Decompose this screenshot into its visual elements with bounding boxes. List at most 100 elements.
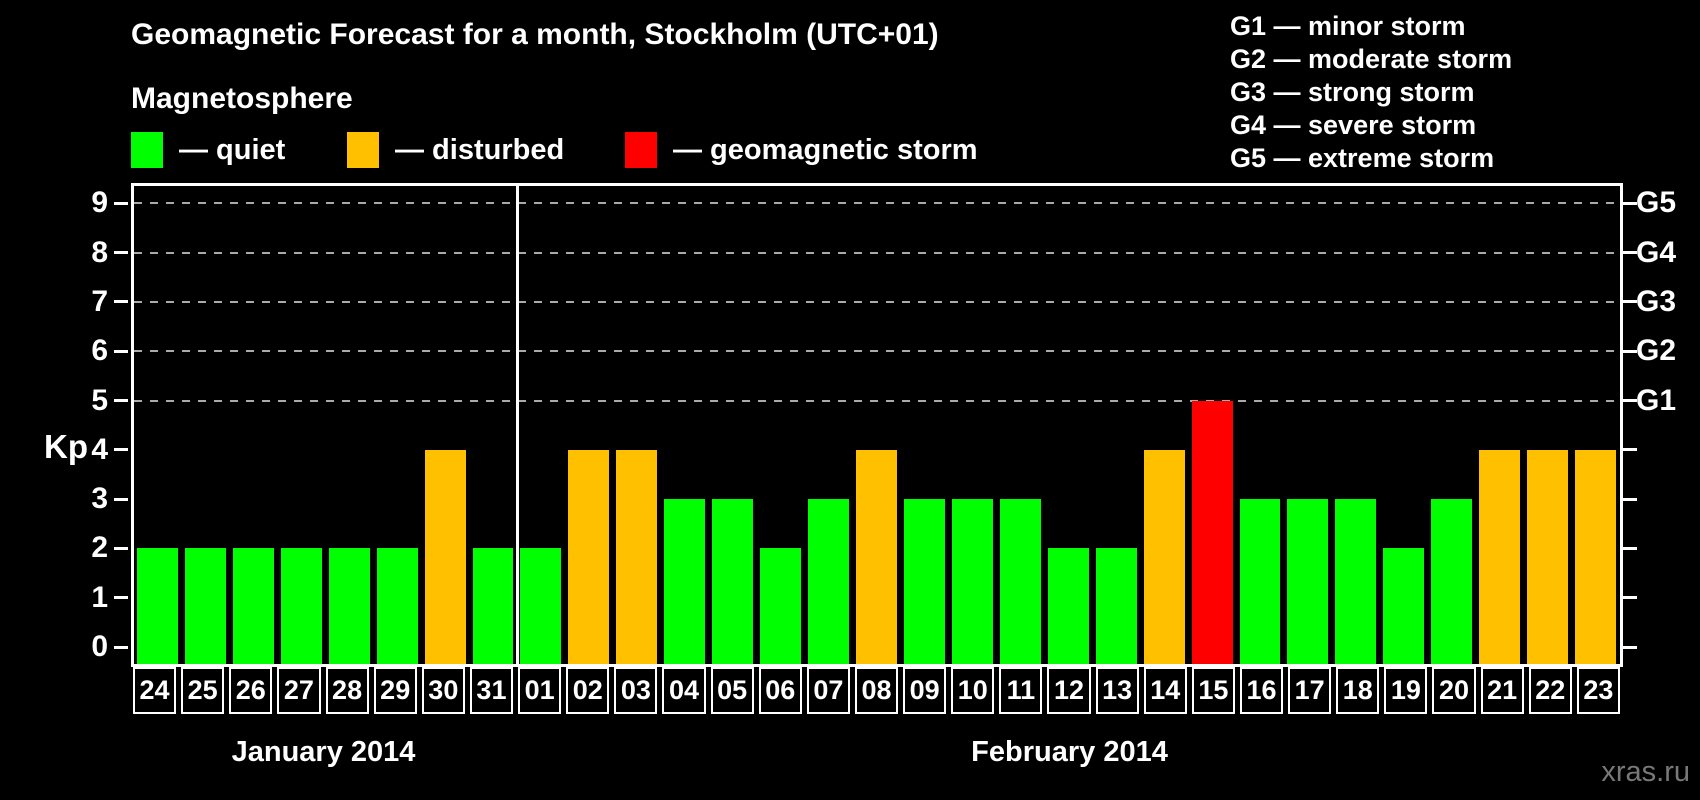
kp-bar-feb-06 [760,548,802,664]
y-tick-label-3: 3 [91,482,108,516]
y-tick-label-1: 1 [91,580,108,614]
date-cell-jan-30: 30 [421,667,465,714]
date-cell-feb-21: 21 [1480,667,1524,714]
date-cell-feb-14: 14 [1143,667,1187,714]
gridline-kp6 [134,350,1620,353]
y-tick-label-9: 9 [91,186,108,220]
y-tick-label-5: 5 [91,383,108,417]
date-cell-feb-11: 11 [999,667,1043,714]
page-title: Geomagnetic Forecast for a month, Stockh… [131,18,939,51]
date-cell-feb-18: 18 [1336,667,1380,714]
date-cell-feb-12: 12 [1047,667,1091,714]
g-scale-legend: G1 — minor storm G2 — moderate storm G3 — … [1230,10,1512,175]
kp-axis-title: Kp [44,428,88,465]
kp-bar-feb-13 [1095,548,1137,664]
date-cell-feb-06: 06 [758,667,802,714]
date-cell-jan-25: 25 [181,667,225,714]
kp-bar-jan-28 [328,548,370,664]
y-tick-left [114,497,128,501]
y-tick-right [1623,497,1637,501]
g-axis-label-G3: G3 [1636,284,1677,318]
legend-item-disturbed: — disturbed [347,132,564,168]
kp-bar-jan-25 [184,548,226,664]
y-tick-label-8: 8 [91,235,108,269]
y-tick-left [114,546,128,550]
kp-bar-feb-03 [616,449,658,664]
date-cell-feb-23: 23 [1576,667,1620,714]
kp-bar-jan-29 [376,548,418,664]
y-tick-right [1623,546,1637,550]
g-legend-line: G3 — strong storm [1230,77,1475,107]
kp-bar-jan-24 [137,548,178,664]
legend-item-quiet: — quiet [131,132,285,168]
date-cell-feb-08: 08 [854,667,899,714]
date-cell-feb-17: 17 [1288,667,1332,714]
magnetosphere-label: Magnetosphere [131,82,353,115]
y-tick-left [114,349,128,353]
kp-bar-feb-19 [1383,548,1425,664]
kp-bar-jan-27 [280,548,322,664]
g-axis-label-G2: G2 [1636,334,1677,368]
kp-bar-feb-18 [1335,499,1377,664]
y-tick-label-6: 6 [91,334,108,368]
y-tick-right [1623,201,1637,205]
date-cell-jan-29: 29 [373,667,417,714]
date-cell-feb-01: 01 [518,667,562,714]
date-cell-feb-19: 19 [1384,667,1428,714]
g-axis-label-G1: G1 [1636,383,1677,417]
date-cell-feb-13: 13 [1095,667,1139,714]
kp-bar-feb-01 [520,548,562,664]
date-cell-jan-28: 28 [325,667,369,714]
kp-bar-feb-09 [903,499,945,664]
date-cell-feb-20: 20 [1432,667,1476,714]
date-cell-feb-05: 05 [710,667,754,714]
kp-bar-feb-20 [1431,499,1473,664]
kp-bar-feb-21 [1479,449,1521,664]
y-tick-left [114,251,128,255]
g-legend-line: G1 — minor storm [1230,11,1466,41]
legend-label: — quiet [179,134,286,166]
storm-swatch [625,132,657,168]
date-cell-feb-15: 15 [1191,667,1235,714]
plot-area [131,183,1623,667]
y-tick-left [114,300,128,304]
y-tick-right [1623,300,1637,304]
kp-bar-feb-02 [568,449,610,664]
kp-bar-feb-11 [999,499,1041,664]
kp-bar-feb-12 [1047,548,1089,664]
kp-bar-feb-22 [1527,449,1569,664]
y-tick-right [1623,251,1637,255]
kp-bar-jan-31 [472,548,514,664]
kp-bar-feb-07 [808,499,850,664]
y-tick-right [1623,349,1637,353]
kp-bar-feb-04 [664,499,706,664]
kp-bar-feb-16 [1239,499,1281,664]
y-tick-right [1623,596,1637,600]
legend-label: — geomagnetic storm [673,134,978,166]
kp-bar-feb-14 [1143,449,1185,664]
disturbed-swatch [347,132,379,168]
y-tick-left [114,399,128,402]
month-separator-line [515,186,519,664]
y-tick-right [1623,448,1637,452]
kp-bar-feb-15 [1191,400,1233,664]
kp-bar-jan-26 [232,548,274,664]
y-tick-left [114,201,128,205]
y-tick-label-0: 0 [91,630,108,663]
date-cell-feb-02: 02 [566,667,610,714]
g-legend-line: G2 — moderate storm [1230,44,1513,74]
g-axis-label-G5: G5 [1636,186,1677,220]
gridline-kp9 [134,202,1620,205]
g-legend-line: G4 — severe storm [1230,110,1477,140]
y-tick-left [114,448,128,452]
date-cell-feb-22: 22 [1528,667,1572,714]
kp-bar-feb-10 [951,499,993,664]
y-tick-right [1623,645,1637,649]
date-cell-jan-31: 31 [469,667,514,714]
y-tick-label-4: 4 [91,432,108,466]
magnetosphere-legend: — quiet — disturbed — geomagnetic storm [131,132,1131,172]
kp-bar-feb-08 [856,449,897,664]
date-cell-feb-03: 03 [614,667,658,714]
y-tick-right [1623,399,1637,402]
quiet-swatch [131,132,163,168]
